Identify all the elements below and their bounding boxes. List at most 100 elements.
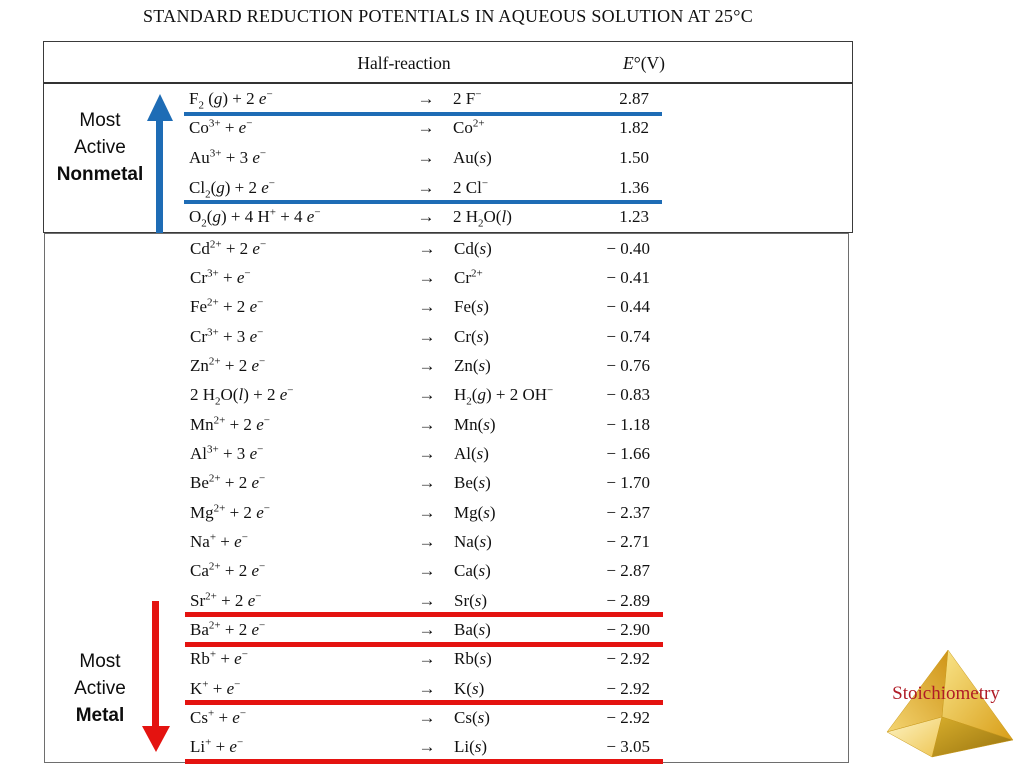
reactant-cell: Mg2+ + 2 e− <box>190 501 270 522</box>
potential-value: − 0.40 <box>606 238 650 258</box>
product-cell: 2 H2O(l) <box>453 207 512 230</box>
table-row: Li+ + e− → Li(s) − 3.05 <box>45 733 848 764</box>
potential-value: − 1.70 <box>606 473 650 493</box>
reactant-cell: Li+ + e− <box>190 736 244 757</box>
reaction-arrow: → <box>418 267 436 287</box>
potential-value: − 0.83 <box>606 385 650 405</box>
reaction-arrow: → <box>418 326 436 346</box>
potential-value: 1.23 <box>619 207 649 227</box>
reactant-cell: Cr3+ + 3 e− <box>190 325 264 346</box>
reaction-arrow: → <box>418 590 436 610</box>
label-line: Active <box>74 678 126 699</box>
potential-value: 1.50 <box>619 147 649 167</box>
potential-value: − 2.92 <box>606 649 650 669</box>
reactant-cell: Sr2+ + 2 e− <box>190 589 262 610</box>
table-row: Rb+ + e− → Rb(s) − 2.92 <box>45 645 848 674</box>
table-row: Na+ + e− → Na(s) − 2.71 <box>45 527 848 556</box>
table-row: Cs+ + e− → Cs(s) − 2.92 <box>45 703 848 732</box>
reactant-cell: Ba2+ + 2 e− <box>190 619 266 639</box>
red-divider-line <box>185 612 663 618</box>
table-row: Cl2(g) + 2 e− → 2 Cl− 1.36 <box>44 173 852 205</box>
potential-value: − 2.87 <box>606 561 650 581</box>
potential-value: − 0.74 <box>606 326 650 346</box>
potential-value: − 2.92 <box>606 678 650 698</box>
potential-value: 1.82 <box>619 118 649 138</box>
reactant-cell: Ca2+ + 2 e− <box>190 560 266 581</box>
reactant-cell: Mn2+ + 2 e− <box>190 413 270 434</box>
table-row: Cr3+ + 3 e− → Cr(s) − 0.74 <box>45 322 848 351</box>
product-cell: Cr2+ <box>454 267 483 287</box>
table-row: Ba2+ + 2 e− → Ba(s) − 2.90 <box>45 615 848 647</box>
product-cell: 2 Cl− <box>453 176 489 197</box>
product-cell: Ba(s) <box>454 619 491 639</box>
reaction-arrow: → <box>418 737 436 757</box>
table-rows-top: F2 (g) + 2 e− → 2 F− 2.87 Co3+ + e− → Co… <box>44 84 852 232</box>
product-cell: H2(g) + 2 OH− <box>454 384 554 408</box>
product-cell: Zn(s) <box>454 355 491 375</box>
label-line: Active <box>74 137 126 158</box>
table-row: Zn2+ + 2 e− → Zn(s) − 0.76 <box>45 351 848 380</box>
logo-tetrahedron-icon <box>886 649 1014 758</box>
potential-value: − 1.18 <box>606 414 650 434</box>
product-cell: Cr(s) <box>454 326 489 346</box>
table-row: Fe2+ + 2 e− → Fe(s) − 0.44 <box>45 293 848 322</box>
red-divider-line <box>185 641 663 647</box>
column-header-half-reaction: Half-reaction <box>357 53 451 73</box>
reactant-cell: Co3+ + e− <box>189 117 253 138</box>
product-cell: 2 F− <box>453 88 482 108</box>
product-cell: Fe(s) <box>454 297 489 317</box>
reaction-arrow: → <box>418 531 436 551</box>
table-row: Au3+ + 3 e− → Au(s) 1.50 <box>44 143 852 173</box>
reaction-arrow: → <box>417 88 435 108</box>
potential-value: − 2.90 <box>606 619 650 639</box>
reaction-arrow: → <box>417 147 435 167</box>
reaction-arrow: → <box>418 443 436 463</box>
reactant-cell: Cd2+ + 2 e− <box>190 238 267 258</box>
product-cell: K(s) <box>454 678 485 698</box>
potential-value: − 0.41 <box>606 267 650 287</box>
reactant-cell: Al3+ + 3 e− <box>190 443 264 463</box>
product-cell: Sr(s) <box>454 590 488 610</box>
reactant-cell: Au3+ + 3 e− <box>189 147 267 167</box>
reactant-cell: Be2+ + 2 e− <box>190 472 266 493</box>
product-cell: Mn(s) <box>454 414 496 434</box>
reactant-cell: Na+ + e− <box>190 531 248 551</box>
reaction-arrow: → <box>418 707 436 727</box>
page-title: STANDARD REDUCTION POTENTIALS IN AQUEOUS… <box>142 6 754 26</box>
reactant-cell: K+ + e− <box>190 677 241 698</box>
reactant-cell: Cr3+ + e− <box>190 267 251 287</box>
product-cell: Au(s) <box>453 147 492 167</box>
product-cell: Cs(s) <box>454 707 490 727</box>
product-cell: Be(s) <box>454 473 491 493</box>
nonmetal-up-arrow-icon <box>147 94 173 234</box>
table-row: Mn2+ + 2 e− → Mn(s) − 1.18 <box>45 410 848 439</box>
blue-divider-line <box>184 200 662 205</box>
reactant-cell: O2(g) + 4 H+ + 4 e− <box>189 206 321 230</box>
reaction-arrow: → <box>418 385 436 405</box>
table-row: F2 (g) + 2 e− → 2 F− 2.87 <box>44 84 852 116</box>
reaction-arrow: → <box>418 414 436 434</box>
table-row: Mg2+ + 2 e− → Mg(s) − 2.37 <box>45 498 848 527</box>
table-rows-bottom: Cd2+ + 2 e− → Cd(s) − 0.40 Cr3+ + e− → C… <box>45 234 848 764</box>
potential-value: − 0.44 <box>606 297 650 317</box>
label-line: Nonmetal <box>56 164 144 185</box>
label-line: Most <box>79 110 121 131</box>
product-cell: Ca(s) <box>454 561 491 581</box>
reaction-arrow: → <box>417 207 435 227</box>
reaction-arrow: → <box>418 619 436 639</box>
label-line: Most <box>79 651 121 672</box>
reaction-arrow: → <box>418 502 436 522</box>
potential-value: − 2.92 <box>606 707 650 727</box>
reaction-arrow: → <box>418 355 436 375</box>
reactant-cell: F2 (g) + 2 e− <box>189 88 273 112</box>
potential-value: − 0.76 <box>606 355 650 375</box>
table-row: Ca2+ + 2 e− → Ca(s) − 2.87 <box>45 557 848 586</box>
reactant-cell: Cs+ + e− <box>190 707 247 727</box>
table-row: Cr3+ + e− → Cr2+ − 0.41 <box>45 263 848 292</box>
red-divider-line <box>185 758 663 764</box>
metal-down-arrow-icon <box>142 601 170 752</box>
reaction-arrow: → <box>417 118 435 138</box>
product-cell: Cd(s) <box>454 238 492 258</box>
reaction-arrow: → <box>418 473 436 493</box>
